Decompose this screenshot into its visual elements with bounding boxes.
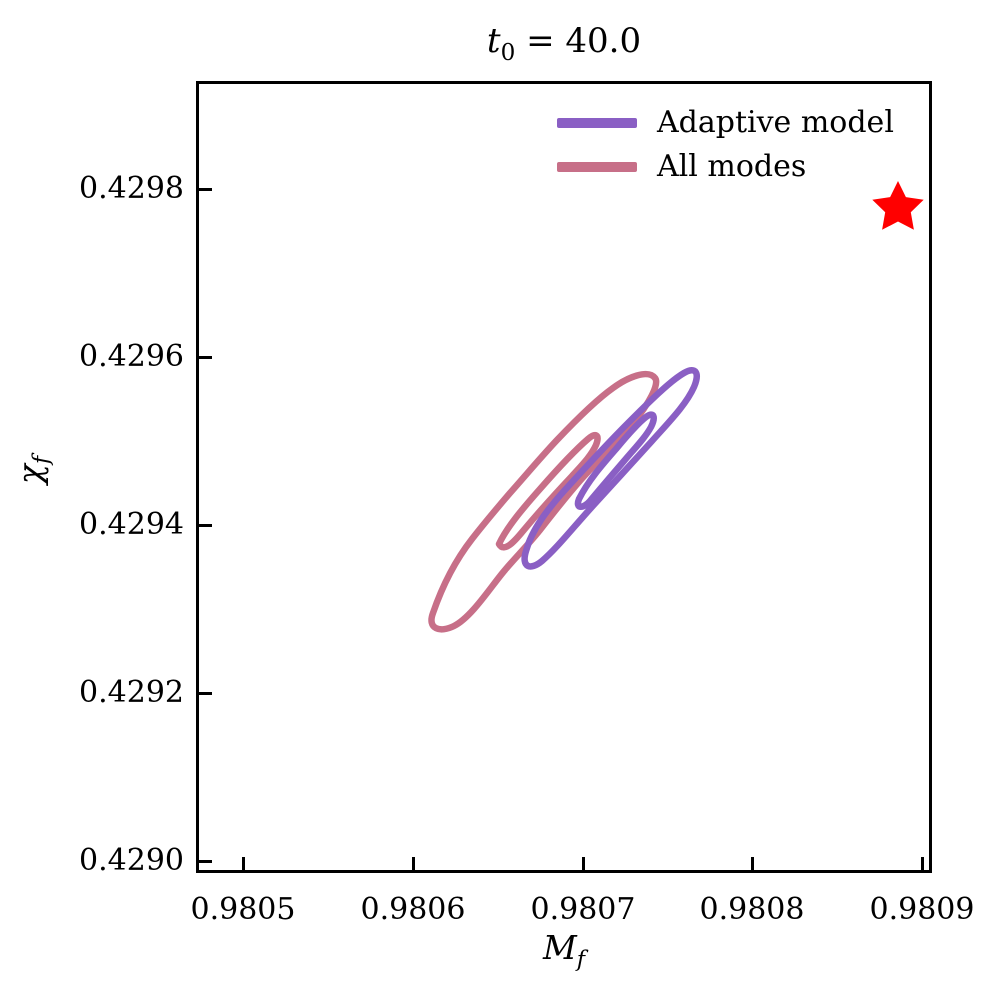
legend: Adaptive model All modes [557, 101, 894, 189]
x-tick-mark [242, 857, 245, 870]
y-axis-label: χf [8, 408, 55, 532]
x-tick-mark [412, 857, 415, 870]
adaptive-model-outer-contour [521, 367, 700, 570]
x-axis-label: Mf [196, 928, 932, 980]
x-tick-label: 0.9809 [869, 892, 975, 927]
legend-item-all-modes: All modes [557, 145, 894, 189]
legend-label-adaptive-model: Adaptive model [657, 105, 894, 140]
x-axis-label-main: M [542, 928, 577, 967]
all-modes-outer-contour [428, 370, 660, 633]
x-tick-label: 0.9805 [190, 892, 296, 927]
y-tick-mark [199, 524, 212, 527]
y-tick-label: 0.4296 [79, 339, 184, 374]
legend-label-all-modes: All modes [657, 149, 807, 184]
y-tick-label: 0.4290 [79, 843, 184, 878]
x-tick-label: 0.9808 [699, 892, 805, 927]
plot-area: Adaptive model All modes [196, 81, 932, 873]
y-tick-mark [199, 188, 212, 191]
x-axis-label-subscript: f [576, 946, 586, 973]
title-value: = 40.0 [515, 21, 642, 61]
y-axis-label-main: χ [10, 464, 49, 485]
y-tick-label: 0.4292 [79, 675, 184, 710]
y-tick-label: 0.4298 [79, 171, 184, 206]
y-tick-mark [199, 356, 212, 359]
y-tick-mark [199, 692, 212, 695]
x-tick-mark [921, 857, 924, 870]
y-tick-mark [199, 860, 212, 863]
true-value-star-icon [872, 181, 924, 230]
legend-item-adaptive-model: Adaptive model [557, 101, 894, 145]
title-subscript: 0 [500, 39, 516, 66]
x-tick-label: 0.9807 [530, 892, 636, 927]
x-tick-label: 0.9806 [360, 892, 466, 927]
adaptive-model-inner-contour [574, 411, 657, 510]
contour-canvas [428, 181, 924, 633]
plot-title: t0 = 40.0 [196, 20, 932, 74]
title-variable: t [486, 21, 501, 61]
y-tick-label: 0.4294 [79, 507, 184, 542]
legend-line-adaptive-model [557, 118, 637, 128]
x-tick-mark [582, 857, 585, 870]
all-modes-inner-contour [495, 432, 601, 551]
legend-line-all-modes [557, 162, 637, 172]
x-tick-mark [751, 857, 754, 870]
y-axis-label-subscript: f [28, 455, 55, 465]
